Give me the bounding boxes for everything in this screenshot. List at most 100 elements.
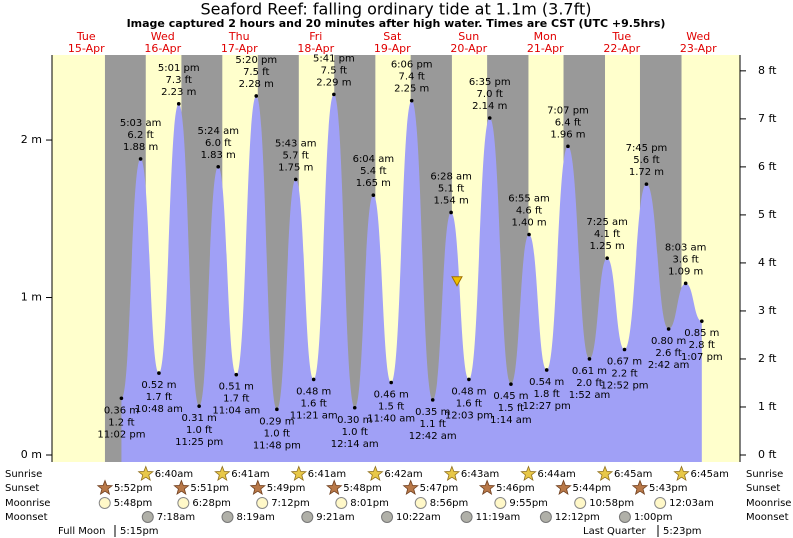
tide-ft: 2.6 ft [655,348,681,359]
day-date: 17-Apr [221,42,258,55]
moonset-time: 9:21am [316,512,354,523]
tide-time: 6:55 am [508,194,550,205]
day-name: Mon [534,30,557,43]
tide-point [430,398,435,402]
row-label: Sunrise [5,469,42,480]
tide-point [644,182,649,186]
day-date: 19-Apr [374,42,411,55]
sunset-time: 5:48pm [343,483,382,494]
tide-point [487,116,492,120]
tide-point [254,94,259,98]
sunset-icon [555,479,572,496]
tide-point [544,368,549,372]
moonrise-time: 8:56pm [430,498,469,509]
day-name: Tue [76,30,96,43]
moonrise-time: 9:55pm [509,498,548,509]
y2-tick-label: 8 ft [758,64,777,77]
moonset-time: 10:22am [396,512,441,523]
tide-point [176,102,181,106]
tide-m: 1.40 m [511,218,546,229]
tide-time: 5:01 pm [158,63,200,74]
tide-time: 6:35 pm [469,77,511,88]
tide-point [622,347,627,352]
day-date: 20-Apr [450,42,487,55]
tide-point [467,377,471,382]
tide-point [587,357,592,361]
y-tick-label: 1 m [21,291,42,304]
sunset-time: 5:51pm [190,483,229,494]
day-date: 21-Apr [527,42,564,55]
tide-ft: 1.0 ft [186,425,212,436]
tide-time: 6:04 am [353,154,395,165]
moonset-icon [141,511,154,523]
tide-ft: 1.5 ft [498,403,524,414]
tide-point [509,382,513,386]
tide-m: 2.25 m [394,84,429,95]
moonrise-time: 12:03am [669,498,714,509]
moonrise-time: 8:01pm [350,498,389,509]
sunrise-icon [137,465,154,482]
tide-ft: 3.6 ft [672,254,698,265]
sunrise-icon [596,465,614,482]
tide-m: 2.23 m [161,87,196,98]
y2-tick-label: 2 ft [758,352,777,365]
sunset-time: 5:52pm [114,483,153,494]
moonset-icon [460,511,473,523]
tide-time: 1:07 pm [681,352,723,363]
tide-ft: 4.6 ft [516,206,542,217]
tide-m: 0.48 m [451,386,486,397]
tide-ft: 5.1 ft [438,183,464,194]
moonrise-icon [256,497,269,509]
tide-time: 7:07 pm [547,105,589,116]
sunset-icon [478,479,496,496]
tide-ft: 5.6 ft [633,155,659,166]
sunrise-time: 6:43am [461,469,499,480]
row-label: Moonrise [5,498,50,509]
current-marker [451,276,463,287]
moonset-time: 12:12pm [555,512,600,523]
moon-phase-time: 5:15pm [120,526,159,537]
tide-time: 7:25 am [586,217,628,228]
sunset-time: 5:49pm [267,483,306,494]
tide-m: 1.25 m [590,241,625,252]
tide-time: 12:14 am [331,439,379,450]
tide-m: 0.46 m [374,390,409,401]
tide-point [234,372,239,377]
day-name: Fri [309,30,322,43]
tide-point [332,92,336,97]
tide-point [700,319,704,323]
tide-m: 0.30 m [337,415,372,426]
moonrise-time: 10:58pm [589,498,634,509]
sunset-icon [402,479,419,496]
tide-point [449,210,453,215]
moonrise-icon [98,497,111,509]
chart-subtitle: Image captured 2 hours and 20 minutes af… [127,17,666,30]
tide-point [389,380,393,385]
tide-ft: 6.0 ft [205,138,231,149]
tide-m: 0.85 m [684,328,719,339]
tide-point [371,193,376,197]
tide-point [311,377,316,382]
y2-tick-label: 5 ft [758,208,777,221]
day-date: 15-Apr [68,42,105,55]
sunset-icon [249,479,266,496]
day-date: 16-Apr [144,42,181,55]
tide-ft: 1.8 ft [534,389,560,400]
sunrise-time: 6:40am [155,469,193,480]
tide-ft: 7.3 ft [166,75,192,86]
sunrise-time: 6:41am [308,469,346,480]
tide-m: 0.48 m [296,386,331,397]
moonrise-icon [654,497,667,509]
tide-ft: 2.8 ft [689,340,715,351]
tide-point [275,407,279,412]
tide-time: 5:03 am [120,118,162,129]
sunrise-time: 6:44am [537,469,575,480]
moonrise-icon [574,497,587,509]
tide-point [605,256,609,260]
y2-tick-label: 3 ft [758,304,777,317]
day-name: Wed [686,30,710,43]
tide-time: 1:14 am [490,415,532,426]
sunrise-icon [443,465,461,482]
day-date: 22-Apr [603,42,640,55]
